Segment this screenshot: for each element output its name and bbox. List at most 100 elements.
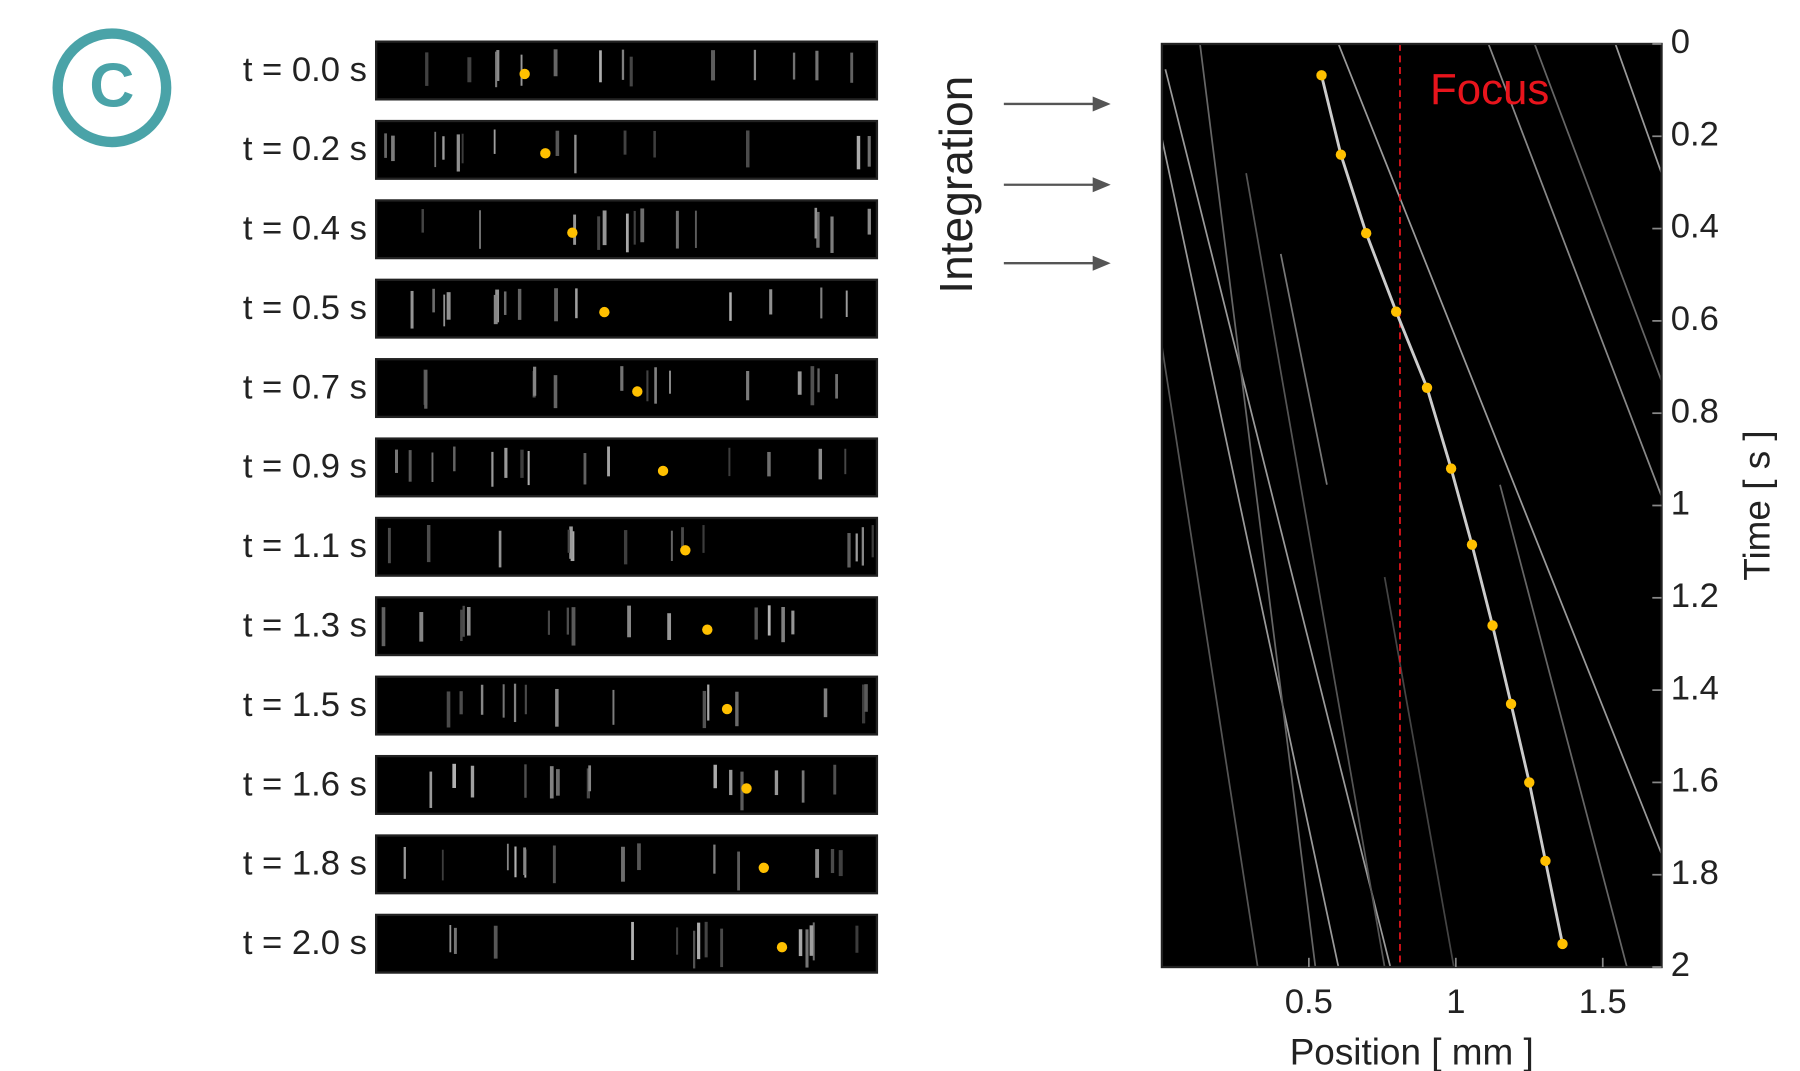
frame-streak (621, 846, 625, 882)
frame-streak (810, 366, 815, 406)
frame-dot (567, 227, 578, 238)
frame-streak (713, 764, 717, 789)
x-tick-label: 0.5 (1285, 983, 1333, 1021)
y-tick-label: 1.6 (1671, 762, 1719, 800)
frame-streak (514, 846, 517, 878)
frame-streak (387, 527, 391, 564)
frame-streak (453, 446, 456, 472)
frame-streak (720, 928, 724, 968)
frame-streak (816, 211, 820, 248)
frame-streak (667, 613, 672, 640)
track-point (1445, 463, 1457, 474)
frame-streak (410, 290, 414, 329)
frame-strip (374, 754, 879, 815)
frame-streak (443, 294, 446, 327)
frame-streak (702, 525, 705, 553)
frame-streak (555, 688, 559, 727)
frame-streak (384, 133, 387, 158)
frame-streak (553, 49, 558, 77)
frame-streak (861, 684, 866, 724)
frame-streak (567, 529, 570, 553)
frame-streak (549, 766, 554, 799)
frame-dot (721, 703, 733, 715)
frame-streak (670, 530, 673, 562)
frame-dot (519, 68, 530, 80)
frame-strip (374, 834, 879, 895)
frame-streak (864, 684, 868, 712)
frame-streak (460, 609, 463, 642)
panel-badge (52, 28, 172, 148)
frame-streak (441, 849, 444, 881)
y-tick-label: 1.2 (1671, 577, 1719, 615)
frame-streak (506, 843, 509, 871)
frame-dot (632, 386, 643, 397)
frame-streak (845, 290, 848, 318)
y-tick-label: 0.6 (1671, 300, 1719, 338)
frame-streak (381, 607, 386, 647)
frame-streak (429, 771, 433, 808)
frame-streak (503, 291, 507, 315)
frame-streak (621, 49, 625, 80)
frame-streak (446, 292, 451, 320)
frame-streak (574, 134, 577, 174)
frame-streak (830, 848, 835, 874)
frame-streak (421, 209, 424, 233)
frame-streak (552, 845, 556, 884)
track-point (1466, 539, 1478, 550)
frame-streak (602, 210, 607, 246)
plot-area (1161, 43, 1662, 968)
track-point (1316, 70, 1327, 81)
frame-label: t = 1.6 s (243, 765, 367, 803)
frame-streak (631, 921, 634, 961)
frame-streak (425, 52, 429, 86)
frame-streak (728, 447, 731, 477)
frame-dot (702, 624, 713, 635)
frame-streak (403, 846, 406, 879)
frame-streak (627, 605, 631, 638)
frame-streak (623, 130, 627, 155)
frame-streak (524, 764, 527, 798)
frame-streak (588, 765, 592, 792)
frame-label: t = 1.3 s (243, 606, 367, 644)
frame-streak (737, 851, 741, 891)
frame-streak (809, 925, 814, 956)
frame-streak (833, 764, 837, 795)
frame-streak (599, 50, 602, 83)
frame-streak (555, 130, 560, 156)
frame-strip (374, 437, 879, 498)
track-point (1524, 777, 1535, 788)
frame-streak (419, 612, 424, 642)
frame-streak (446, 691, 451, 728)
frame-streak (452, 763, 457, 788)
frame-streak (855, 533, 858, 562)
frame-streak (523, 847, 527, 876)
frame-strip (374, 40, 879, 101)
frame-strip (374, 278, 879, 339)
frame-streak (711, 50, 716, 81)
arrows (1003, 96, 1111, 271)
x-tick-label: 1 (1446, 983, 1465, 1021)
frame-streak (493, 925, 498, 959)
frame-streak (496, 50, 500, 81)
track-point (1557, 938, 1568, 950)
frame-streak (844, 448, 847, 475)
frame-streak (637, 843, 641, 871)
frame-dot (680, 545, 691, 556)
track-point (1360, 228, 1372, 239)
frame-streak (812, 922, 815, 961)
frame-streak (461, 133, 464, 164)
frame-streak (554, 288, 558, 322)
frame-streak (653, 130, 656, 158)
frame-label: t = 0.7 s (243, 368, 367, 406)
frame-streak (815, 849, 820, 878)
frame-streak (646, 370, 649, 402)
x-axis-label: Position [ mm ] (1290, 1031, 1534, 1071)
frame-dot (657, 465, 669, 477)
frame-streak (426, 525, 431, 563)
frame-streak (623, 530, 628, 565)
frame-streak (391, 135, 395, 162)
frame-dot (758, 862, 769, 873)
y-tick-label: 1.4 (1671, 669, 1719, 707)
frame-streak (533, 366, 537, 396)
frame-streak (524, 684, 527, 715)
